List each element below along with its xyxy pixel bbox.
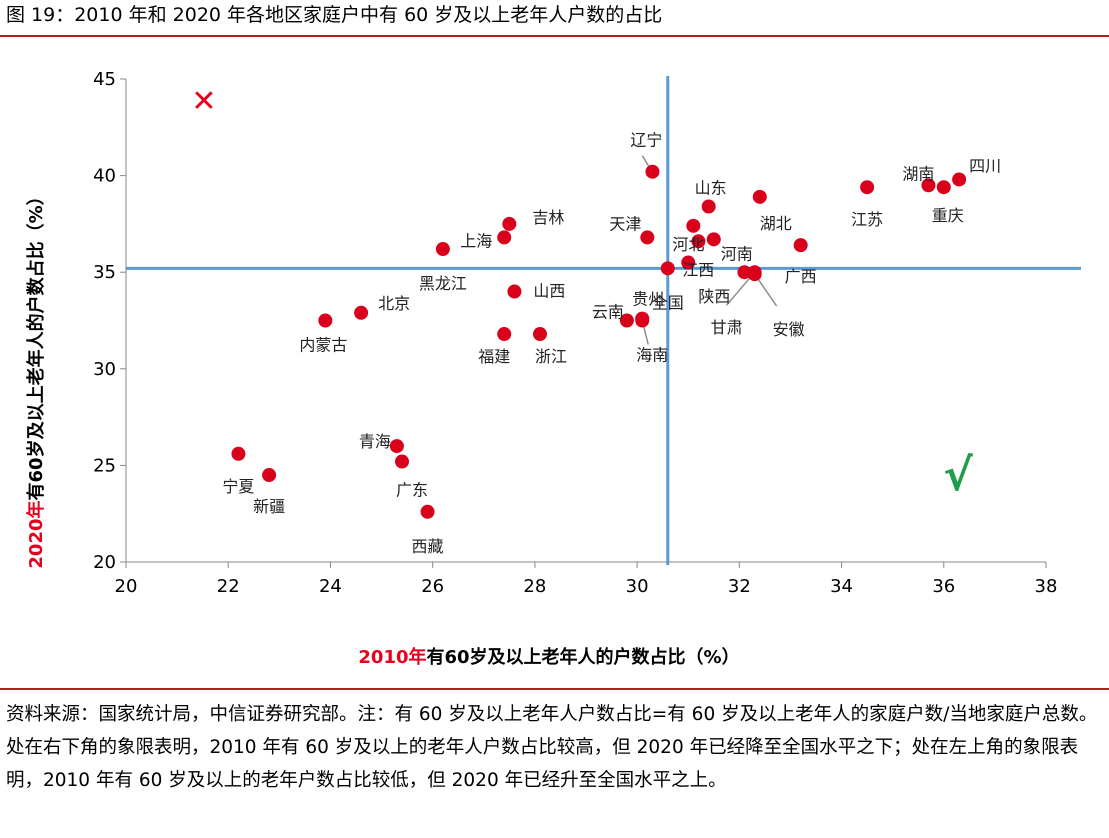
point-label: 贵州 [632, 290, 664, 309]
data-point [262, 468, 277, 483]
point-label: 吉林 [532, 208, 564, 227]
point-label: 广西 [785, 267, 817, 286]
point-label: 海南 [636, 346, 668, 365]
data-point [231, 446, 246, 461]
data-point [640, 230, 655, 245]
point-label: 青海 [359, 432, 391, 451]
y-tick-label: 40 [93, 166, 116, 187]
data-point [420, 504, 435, 519]
y-axis-title-text: 有60岁及以上老年人的户数占比（%） [25, 187, 47, 500]
point-label: 北京 [378, 294, 410, 313]
point-label: 甘肃 [711, 318, 743, 337]
x-tick-label: 24 [319, 576, 342, 597]
data-point [691, 234, 706, 249]
data-point [507, 284, 522, 299]
x-axis-title-year: 2010年 [358, 646, 426, 668]
point-label: 全国 [652, 293, 684, 312]
data-point [318, 313, 333, 328]
x-tick-label: 34 [830, 576, 853, 597]
data-point [737, 265, 752, 280]
x-tick-label: 26 [421, 576, 444, 597]
data-point [395, 454, 409, 469]
x-tick-label: 36 [932, 576, 955, 597]
point-label: 新疆 [253, 497, 285, 516]
data-point [354, 305, 369, 320]
figure-title: 图 19：2010 年和 2020 年各地区家庭户中有 60 岁及以上老年人户数… [6, 4, 663, 26]
data-points [231, 164, 967, 519]
data-point [793, 238, 808, 253]
point-label: 河北 [672, 235, 704, 254]
quadrant-lines [126, 76, 1081, 565]
point-label: 黑龙江 [419, 274, 467, 293]
point-label: 福建 [478, 347, 510, 366]
data-point [533, 327, 547, 342]
point-label: 上海 [460, 231, 492, 250]
data-point [860, 180, 875, 195]
data-point [686, 218, 701, 233]
data-point [497, 327, 512, 342]
y-axis-title: 2020年有60岁及以上老年人的户数占比（%） [25, 187, 47, 568]
point-label: 山东 [695, 179, 727, 198]
point-label: 湖北 [760, 214, 792, 233]
point-label: 天津 [609, 214, 641, 233]
title-rule [0, 35, 1109, 37]
point-label: 湖南 [902, 164, 934, 183]
point-label: 安徽 [773, 320, 805, 339]
data-point [389, 439, 404, 454]
point-label: 山西 [533, 282, 565, 301]
point-label: 宁夏 [222, 477, 254, 496]
point-label: 内蒙古 [299, 336, 347, 355]
data-point [701, 199, 716, 214]
check-marker: √ [943, 450, 973, 501]
data-point [645, 164, 660, 179]
data-point [752, 189, 767, 204]
data-point [952, 172, 967, 187]
data-point [497, 230, 512, 245]
data-point [502, 216, 517, 231]
y-tick-label: 20 [93, 552, 116, 573]
y-axis-title-year: 2020年 [25, 500, 47, 568]
point-label: 重庆 [932, 206, 964, 225]
point-label: 江西 [682, 261, 714, 280]
point-label: 云南 [592, 303, 624, 322]
data-point [921, 178, 936, 193]
data-point [619, 313, 634, 328]
data-point [435, 242, 450, 257]
y-tick-label: 30 [93, 359, 116, 380]
x-axis-title: 2010年有60岁及以上老年人的户数占比（%） [358, 646, 739, 668]
point-label: 辽宁 [630, 131, 662, 150]
x-tick-label: 28 [523, 576, 546, 597]
x-tick-label: 38 [1035, 576, 1058, 597]
point-label: 陕西 [698, 287, 730, 306]
note-rule [0, 688, 1109, 690]
point-label: 河南 [721, 244, 753, 263]
x-tick-label: 30 [626, 576, 649, 597]
data-point [706, 232, 721, 247]
data-point [660, 261, 675, 276]
y-tick-label: 25 [93, 455, 116, 476]
x-tick-label: 32 [728, 576, 751, 597]
x-axis: 20 22 24 26 28 30 32 34 36 38 [115, 561, 1058, 597]
x-tick-label: 20 [115, 576, 138, 597]
x-axis-title-text: 有60岁及以上老年人的户数占比（%） [427, 646, 740, 668]
cross-marker: ✕ [191, 84, 216, 119]
leader-line [641, 155, 650, 167]
data-point [635, 313, 650, 328]
data-point [681, 255, 696, 270]
x-tick-label: 22 [217, 576, 240, 597]
point-label: 西藏 [412, 537, 444, 556]
point-label: 浙江 [535, 347, 567, 366]
point-label: 江苏 [851, 210, 883, 229]
y-tick-label: 35 [93, 262, 116, 283]
point-label: 四川 [969, 156, 1001, 175]
y-tick-label: 45 [93, 69, 116, 90]
y-axis: 20 25 30 35 40 45 [93, 69, 127, 573]
source-note: 资料来源：国家统计局，中信证券研究部。注：有 60 岁及以上老年人户数占比=有 … [6, 704, 1098, 791]
data-point [936, 180, 951, 195]
point-label: 广东 [396, 481, 428, 500]
